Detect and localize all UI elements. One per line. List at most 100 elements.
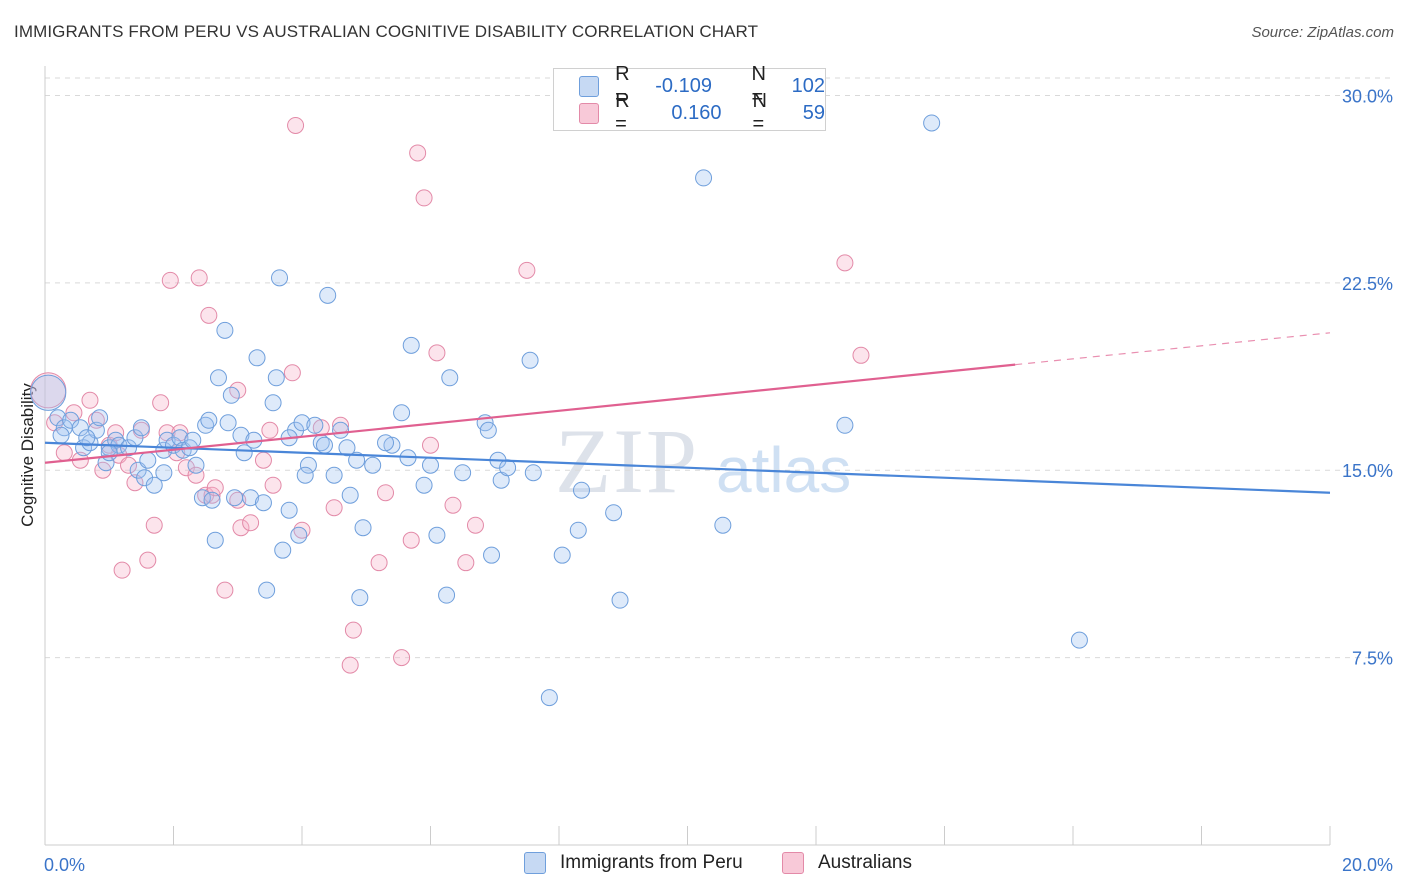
legend-row-peru: R = -0.109 N = 102 (579, 63, 825, 108)
data-point-peru (254, 494, 272, 512)
data-point-peru (540, 689, 558, 707)
legend-row-australians: R = 0.160 N = 59 (579, 90, 825, 135)
data-point-australians (229, 491, 247, 509)
data-point-australians (428, 344, 446, 362)
data-point-peru (293, 414, 311, 432)
data-point-peru (553, 546, 571, 564)
data-point-peru (438, 586, 456, 604)
data-point-peru (422, 456, 439, 474)
data-point-peru (197, 416, 215, 434)
data-point-australians (393, 649, 411, 667)
data-point-australians (81, 391, 99, 409)
data-point-australians (466, 516, 484, 534)
data-point-peru (354, 519, 372, 537)
data-point-peru (325, 466, 343, 484)
y-tick-label: 30.0% (1342, 86, 1393, 106)
data-point-peru (499, 459, 517, 477)
data-point-peru (483, 546, 501, 564)
data-point-australians (190, 269, 208, 287)
data-point-australians (139, 551, 157, 569)
data-point-peru (132, 419, 150, 437)
bottom-legend-australians: Australians (782, 852, 912, 874)
y-tick-label: 15.0% (1342, 461, 1393, 481)
data-point-peru (145, 476, 163, 494)
trend-line-australians (44, 363, 1016, 464)
data-point-australians (852, 346, 870, 364)
data-point-australians (261, 421, 279, 439)
data-point-australians (107, 424, 125, 442)
trend-line-extension-australians (1015, 332, 1331, 366)
data-point-australians (836, 254, 854, 272)
data-point-peru (377, 434, 395, 452)
data-point-peru (209, 369, 227, 387)
data-point-australians (283, 364, 301, 382)
legend-n-label: N = (751, 63, 766, 108)
data-point-australians (444, 496, 462, 514)
data-point-australians (206, 479, 224, 497)
data-point-australians (161, 271, 179, 289)
legend-swatch-australians (579, 102, 600, 124)
data-point-peru (315, 436, 333, 454)
bottom-legend-label-australians: Australians (818, 852, 912, 873)
x-tick-label: 20.0% (1342, 855, 1393, 875)
data-point-peru (206, 531, 224, 549)
data-point-australians (370, 554, 388, 572)
data-point-australians (402, 531, 420, 549)
data-point-australians (55, 444, 73, 462)
data-point-peru (219, 414, 237, 432)
data-point-peru (203, 491, 221, 509)
bottom-legend-label-peru: Immigrants from Peru (560, 852, 743, 873)
bottom-legend-swatch-australians (782, 852, 804, 874)
legend-n-value-australians: 59 (802, 101, 825, 124)
data-point-peru (296, 466, 314, 484)
data-point-australians (126, 474, 144, 492)
data-point-australians (415, 189, 433, 207)
data-point-australians (287, 116, 305, 134)
data-point-peru (572, 481, 590, 499)
data-point-peru (139, 451, 157, 469)
data-point-australians (145, 516, 163, 534)
data-point-peru (441, 369, 459, 387)
data-point-australians (113, 561, 131, 579)
data-point-peru (393, 404, 411, 422)
y-tick-label: 7.5% (1352, 649, 1393, 669)
data-point-peru (428, 526, 446, 544)
data-point-peru (348, 451, 366, 469)
data-point-peru (184, 431, 202, 449)
data-point-peru (569, 521, 587, 539)
data-point-australians (264, 476, 282, 494)
data-point-peru (30, 374, 67, 411)
source-label: Source: ZipAtlas.com (1251, 24, 1394, 41)
data-point-peru (605, 504, 623, 522)
watermark-zip: ZIP (555, 410, 699, 512)
data-point-peru (836, 416, 854, 434)
data-point-peru (187, 456, 205, 474)
data-point-peru (1070, 631, 1088, 649)
bottom-legend-swatch-peru (524, 852, 546, 874)
data-point-peru (242, 489, 260, 507)
trend-line-peru (44, 441, 1331, 494)
data-point-peru (248, 349, 266, 367)
data-point-peru (120, 439, 138, 457)
data-point-australians (325, 499, 343, 517)
data-point-australians (120, 456, 138, 474)
data-point-peru (479, 421, 497, 439)
data-point-australians (409, 144, 427, 162)
chart-title: IMMIGRANTS FROM PERU VS AUSTRALIAN COGNI… (14, 22, 759, 41)
data-point-peru (78, 429, 96, 447)
x-tick-label: 0.0% (44, 855, 85, 875)
legend-r-value-peru: -0.109 (655, 74, 712, 97)
data-point-peru (100, 444, 118, 462)
data-point-australians (377, 484, 395, 502)
data-point-peru (258, 581, 276, 599)
data-point-peru (402, 336, 420, 354)
legend-r-label: R = (615, 63, 630, 108)
data-point-peru (319, 286, 337, 304)
data-point-australians (242, 514, 260, 532)
data-point-peru (267, 369, 285, 387)
data-point-australians (152, 394, 170, 412)
data-point-australians (341, 656, 359, 674)
legend-r-label: R = (615, 90, 630, 135)
data-point-australians (200, 306, 218, 324)
